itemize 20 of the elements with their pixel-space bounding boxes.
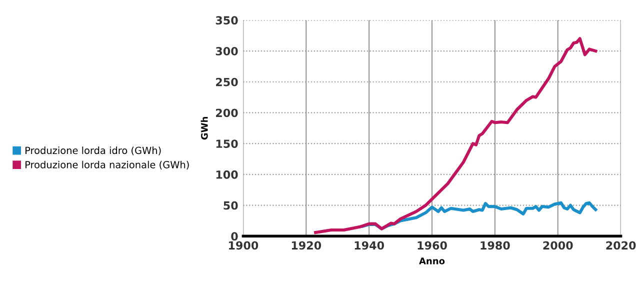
- x-tick-label: 1900: [228, 241, 258, 250]
- y-tick-label: 50: [224, 201, 238, 210]
- y-axis-title: GWh: [200, 116, 208, 140]
- x-tick-label: 1960: [418, 241, 447, 250]
- x-tick-label: 1980: [480, 241, 510, 250]
- y-tick-label: 0: [231, 232, 238, 241]
- y-tick-label: 100: [216, 170, 238, 179]
- x-axis-title: Anno: [419, 258, 445, 264]
- y-tick-label: 350: [216, 16, 238, 25]
- line-series: [314, 37, 598, 234]
- y-tick-label: 200: [216, 108, 238, 118]
- x-tick-label: 2000: [543, 241, 573, 250]
- x-tick-label: 2020: [606, 241, 636, 250]
- x-tick-label: 1920: [292, 241, 322, 250]
- legend-label: Produzione lorda idro (GWh): [26, 146, 161, 156]
- y-tick-label: 250: [216, 78, 238, 86]
- legend-label: Produzione lorda nazionale (GWh): [26, 160, 189, 170]
- y-tick-label: 150: [216, 140, 238, 148]
- x-tick-label: 1940: [354, 241, 384, 250]
- y-tick-label: 300: [216, 46, 238, 56]
